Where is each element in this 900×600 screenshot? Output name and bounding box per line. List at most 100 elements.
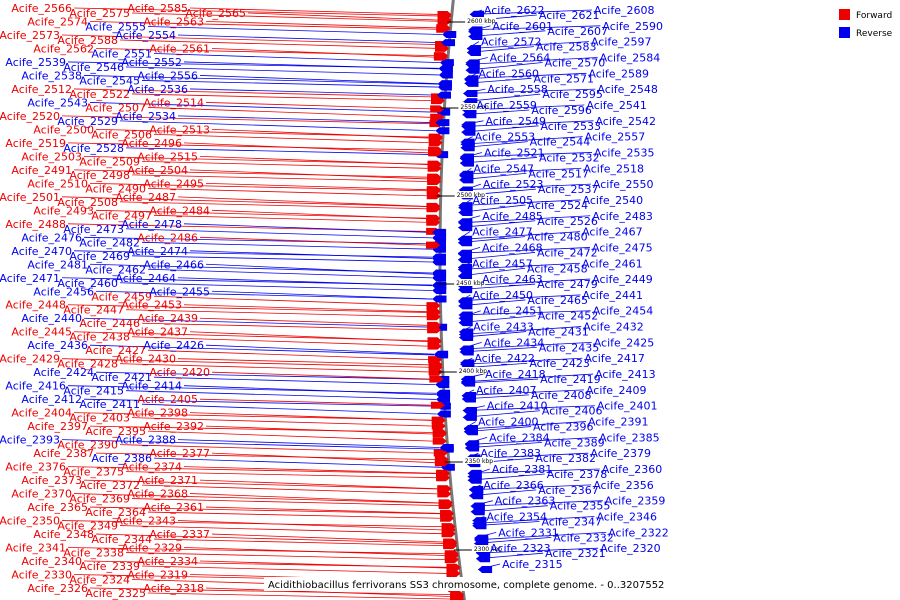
- gene-label[interactable]: Acife_2411: [79, 398, 140, 411]
- gene-label[interactable]: Acife_2429: [0, 353, 60, 366]
- gene-label[interactable]: Acife_2526: [537, 215, 598, 228]
- gene-label[interactable]: Acife_2572: [481, 36, 542, 49]
- gene-label[interactable]: Acife_2468: [482, 241, 543, 254]
- gene-label[interactable]: Acife_2524: [528, 199, 589, 212]
- gene-label[interactable]: Acife_2422: [474, 352, 535, 365]
- gene-label[interactable]: Acife_2557: [585, 131, 646, 144]
- gene-label[interactable]: Acife_2356: [593, 479, 654, 492]
- gene-label[interactable]: Acife_2425: [594, 336, 655, 349]
- gene-label[interactable]: Acife_2551: [91, 47, 152, 60]
- gene-label[interactable]: Acife_2459: [91, 290, 152, 303]
- gene-label[interactable]: Acife_2396: [533, 421, 594, 434]
- gene-label[interactable]: Acife_2466: [143, 258, 204, 271]
- gene-label[interactable]: Acife_2383: [480, 447, 541, 460]
- gene-label[interactable]: Acife_2471: [0, 272, 60, 285]
- gene-label[interactable]: Acife_2510: [27, 177, 88, 190]
- gene-label[interactable]: Acife_2456: [33, 285, 94, 298]
- gene-label[interactable]: Acife_2436: [27, 339, 88, 352]
- gene-label[interactable]: Acife_2477: [472, 226, 533, 239]
- gene-label[interactable]: Acife_2483: [592, 210, 653, 223]
- gene-label[interactable]: Acife_2507: [85, 101, 146, 114]
- gene-label[interactable]: Acife_2482: [79, 236, 140, 249]
- gene-label[interactable]: Acife_2390: [57, 439, 118, 452]
- gene-label[interactable]: Acife_2544: [530, 136, 591, 149]
- gene-label[interactable]: Acife_2398: [127, 407, 188, 420]
- gene-label[interactable]: Acife_2535: [594, 146, 655, 159]
- gene-label[interactable]: Acife_2543: [27, 96, 88, 109]
- gene-label[interactable]: Acife_2622: [484, 4, 545, 17]
- gene-label[interactable]: Acife_2588: [57, 34, 118, 47]
- gene-label[interactable]: Acife_2574: [27, 15, 88, 28]
- gene-label[interactable]: Acife_2498: [69, 169, 130, 182]
- gene-label[interactable]: Acife_2428: [57, 358, 118, 371]
- gene-label[interactable]: Acife_2418: [485, 368, 546, 381]
- gene-label[interactable]: Acife_2520: [0, 110, 60, 123]
- gene-label[interactable]: Acife_2322: [608, 526, 669, 539]
- gene-label[interactable]: Acife_2366: [483, 479, 544, 492]
- gene-label[interactable]: Acife_2412: [21, 393, 82, 406]
- gene-label[interactable]: Acife_2479: [537, 278, 598, 291]
- gene-label[interactable]: Acife_2367: [538, 484, 599, 497]
- gene-label[interactable]: Acife_2454: [593, 305, 654, 318]
- gene-label[interactable]: Acife_2449: [592, 273, 653, 286]
- gene-label[interactable]: Acife_2583: [536, 41, 597, 54]
- gene-label[interactable]: Acife_2392: [143, 420, 204, 433]
- gene-label[interactable]: Acife_2486: [137, 231, 198, 244]
- gene-label[interactable]: Acife_2407: [476, 384, 537, 397]
- gene-label[interactable]: Acife_2460: [57, 277, 118, 290]
- gene-label[interactable]: Acife_2433: [473, 321, 534, 334]
- gene-label[interactable]: Acife_2421: [91, 371, 152, 384]
- gene-label[interactable]: Acife_2553: [475, 131, 536, 144]
- gene-label[interactable]: Acife_2319: [127, 569, 188, 582]
- gene-label[interactable]: Acife_2596: [531, 104, 592, 117]
- gene-label[interactable]: Acife_2608: [594, 4, 655, 17]
- gene-label[interactable]: Acife_2417: [584, 352, 645, 365]
- gene-label[interactable]: Acife_2348: [33, 528, 94, 541]
- gene-label[interactable]: Acife_2597: [591, 36, 652, 49]
- gene-label[interactable]: Acife_2349: [57, 520, 118, 533]
- gene-label[interactable]: Acife_2324: [69, 574, 130, 587]
- gene-label[interactable]: Acife_2621: [539, 9, 600, 22]
- gene-label[interactable]: Acife_2416: [5, 380, 66, 393]
- gene-label[interactable]: Acife_2419: [540, 373, 601, 386]
- gene-label[interactable]: Acife_2372: [79, 479, 140, 492]
- gene-label[interactable]: Acife_2528: [63, 142, 124, 155]
- gene-label[interactable]: Acife_2537: [538, 183, 599, 196]
- gene-label[interactable]: Acife_2431: [528, 326, 589, 339]
- gene-label[interactable]: Acife_2465: [527, 294, 588, 307]
- gene-label[interactable]: Acife_2406: [542, 405, 603, 418]
- gene-label[interactable]: Acife_2485: [482, 210, 543, 223]
- gene-label[interactable]: Acife_2566: [11, 2, 72, 15]
- gene-label[interactable]: Acife_2379: [590, 447, 651, 460]
- gene-label[interactable]: Acife_2562: [33, 42, 94, 55]
- gene-label[interactable]: Acife_2554: [115, 29, 176, 42]
- gene-label[interactable]: Acife_2415: [63, 385, 124, 398]
- gene-label[interactable]: Acife_2457: [472, 257, 533, 270]
- gene-label[interactable]: Acife_2315: [502, 558, 563, 571]
- gene-label[interactable]: Acife_2508: [57, 196, 118, 209]
- gene-label[interactable]: Acife_2338: [63, 547, 124, 560]
- gene-label[interactable]: Acife_2387: [33, 447, 94, 460]
- gene-label[interactable]: Acife_2426: [143, 339, 204, 352]
- gene-label[interactable]: Acife_2509: [79, 155, 140, 168]
- gene-label[interactable]: Acife_2410: [487, 400, 548, 413]
- gene-label[interactable]: Acife_2539: [5, 56, 66, 69]
- gene-label[interactable]: Acife_2545: [79, 74, 140, 87]
- gene-label[interactable]: Acife_2321: [545, 547, 606, 560]
- gene-label[interactable]: Acife_2458: [527, 262, 588, 275]
- gene-label[interactable]: Acife_2382: [535, 452, 596, 465]
- gene-label[interactable]: Acife_2547: [473, 162, 534, 175]
- gene-label[interactable]: Acife_2434: [484, 336, 545, 349]
- gene-label[interactable]: Acife_2368: [127, 488, 188, 501]
- gene-label[interactable]: Acife_2445: [11, 326, 72, 339]
- gene-label[interactable]: Acife_2480: [527, 231, 588, 244]
- gene-label[interactable]: Acife_2496: [121, 137, 182, 150]
- gene-label[interactable]: Acife_2400: [478, 416, 539, 429]
- gene-label[interactable]: Acife_2529: [57, 115, 118, 128]
- gene-label[interactable]: Acife_2386: [91, 452, 152, 465]
- gene-label[interactable]: Acife_2549: [485, 115, 546, 128]
- gene-label[interactable]: Acife_2374: [121, 461, 182, 474]
- gene-label[interactable]: Acife_2365: [27, 501, 88, 514]
- gene-label[interactable]: Acife_2329: [121, 542, 182, 555]
- gene-label[interactable]: Acife_2446: [79, 317, 140, 330]
